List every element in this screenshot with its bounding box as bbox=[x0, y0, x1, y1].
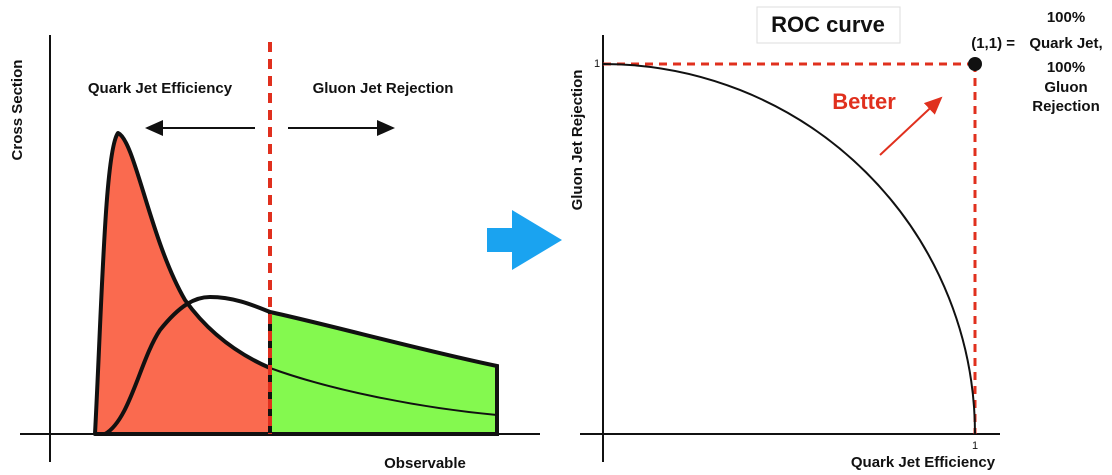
quark-fill bbox=[93, 131, 272, 436]
ideal-point bbox=[968, 57, 982, 71]
gluon-curve bbox=[103, 294, 271, 436]
tick-label: 1 bbox=[972, 440, 978, 452]
left-panel: Quark Jet Efficiency Gluon Jet Rejection… bbox=[9, 35, 540, 472]
region-label: Quark Jet Efficiency bbox=[88, 80, 233, 97]
note-line: 100% bbox=[1047, 9, 1085, 26]
better-label: Better bbox=[832, 89, 896, 114]
axis-label: Observable bbox=[384, 455, 466, 472]
quark-tail bbox=[269, 367, 498, 416]
gluon-fill bbox=[268, 309, 499, 436]
region-label: Gluon Jet Rejection bbox=[313, 80, 454, 97]
note-line: Gluon bbox=[1044, 79, 1087, 96]
note-line: Rejection bbox=[1032, 98, 1100, 115]
better-arrow bbox=[879, 96, 943, 156]
title-box bbox=[756, 6, 901, 44]
transition-arrow bbox=[487, 210, 562, 270]
axis-label: Quark Jet Efficiency bbox=[851, 454, 996, 471]
point-label: (1,1) = bbox=[971, 35, 1015, 52]
note-line: 100% bbox=[1047, 59, 1085, 76]
roc-curve bbox=[602, 63, 976, 435]
axis-label: Cross Section bbox=[9, 60, 26, 161]
point-note: 100% Quark Jet, 100% Gluon Rejection bbox=[1029, 9, 1102, 115]
title: ROC curve bbox=[771, 12, 885, 37]
right-panel: ROC curve Better 1 1 Gluon Jet Rejection… bbox=[569, 6, 1103, 471]
tick-label: 1 bbox=[594, 58, 600, 70]
note-line: Quark Jet, bbox=[1029, 35, 1102, 52]
axis-label: Gluon Jet Rejection bbox=[569, 70, 586, 211]
